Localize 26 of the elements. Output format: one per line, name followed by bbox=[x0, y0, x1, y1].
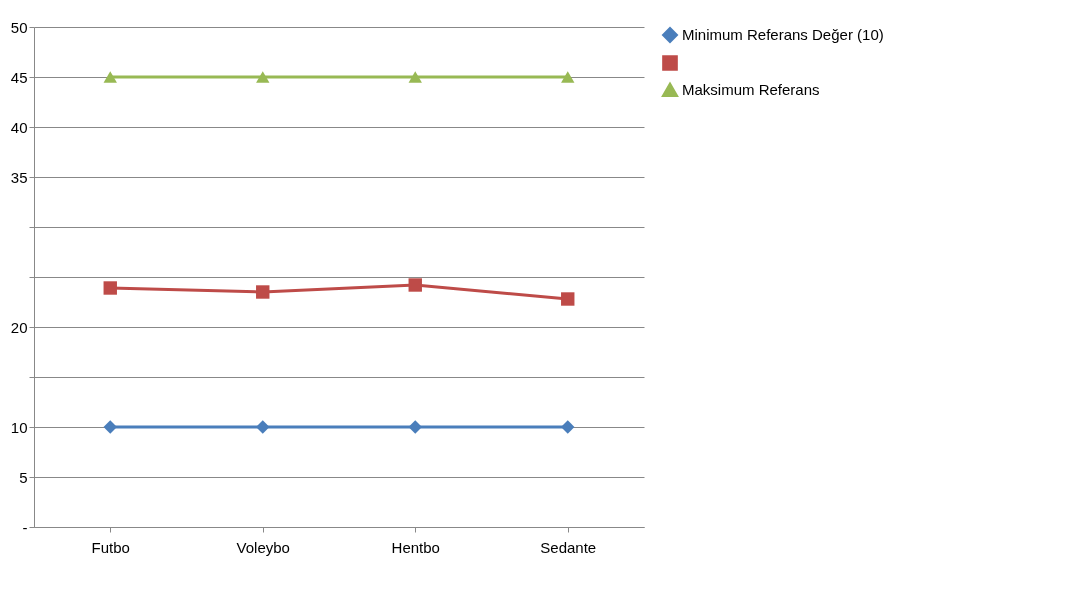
x-tick-label: Voleybo bbox=[236, 538, 290, 556]
y-tick-label: 40 bbox=[10, 118, 28, 136]
point bbox=[103, 420, 117, 434]
y-tick-label: - bbox=[22, 518, 28, 536]
point bbox=[408, 278, 422, 292]
point bbox=[561, 71, 575, 83]
point bbox=[103, 281, 117, 295]
point bbox=[256, 420, 270, 434]
point bbox=[561, 420, 575, 434]
point bbox=[256, 71, 270, 83]
x-tick-label: Futbo bbox=[91, 538, 130, 556]
y-tick-label: 45 bbox=[10, 68, 28, 86]
y-tick-label: 35 bbox=[10, 168, 28, 186]
legend-label: Maksimum Referans bbox=[682, 81, 820, 98]
x-tick-label: Sedante bbox=[540, 538, 597, 556]
x-tick-label: Hentbo bbox=[391, 538, 440, 556]
legend-label: Minimum Referans Değer (10) bbox=[682, 26, 884, 43]
point bbox=[408, 71, 422, 83]
point bbox=[256, 285, 270, 299]
y-tick-label: 50 bbox=[10, 18, 28, 36]
y-tick-label: 10 bbox=[10, 418, 28, 436]
point bbox=[103, 71, 117, 83]
point bbox=[408, 420, 422, 434]
y-tick-label: 20 bbox=[10, 318, 28, 336]
y-tick-label: 5 bbox=[19, 468, 28, 486]
point bbox=[561, 292, 575, 306]
